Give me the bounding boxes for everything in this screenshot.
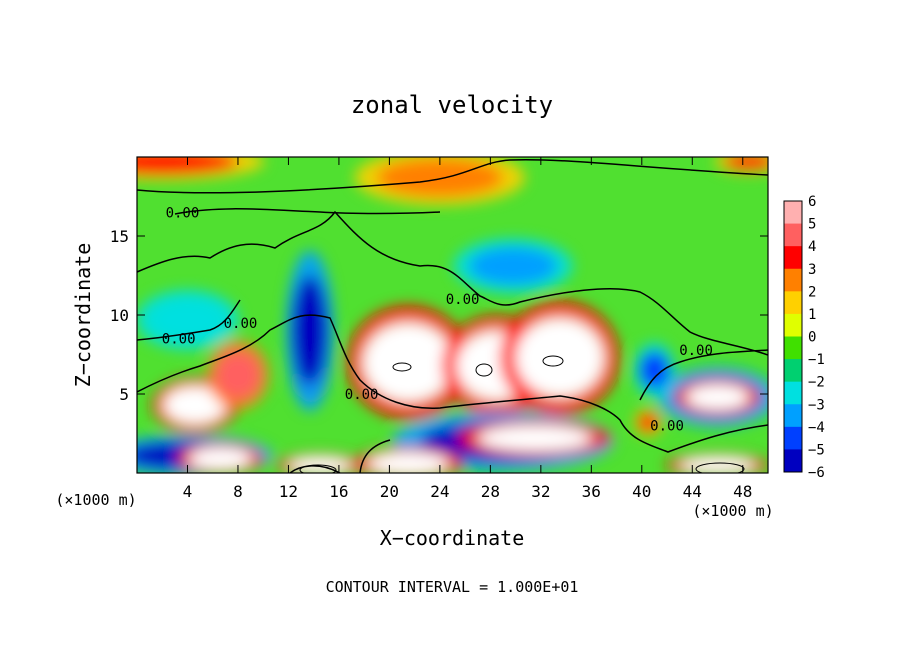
zero-contour — [359, 439, 391, 473]
y-axis-ticks: 5 10 15 — [110, 227, 768, 404]
colorbar-label: 0 — [808, 330, 816, 346]
colorbar-label: −6 — [808, 465, 825, 481]
colorbar-frame — [783, 200, 803, 473]
colorbar-label: 6 — [808, 194, 816, 210]
x-tick-label: 8 — [233, 482, 243, 501]
feature-core — [477, 425, 592, 451]
colorbar-label: −3 — [808, 397, 825, 413]
x-axis-label: X−coordinate — [380, 526, 525, 550]
feature-core — [188, 447, 252, 470]
contour-label: 0.00 — [679, 343, 713, 359]
colorbar-swatch — [784, 201, 802, 225]
x-tick-label: 44 — [683, 482, 702, 501]
colorbar-swatch — [784, 291, 802, 315]
x-unit-left: (×1000 m) — [55, 491, 136, 509]
feature-core — [679, 457, 756, 473]
y-tick-label: 15 — [110, 227, 129, 246]
max-contours — [299, 355, 745, 473]
x-tick-label: 4 — [183, 482, 193, 501]
colorbar-label: −4 — [808, 420, 825, 436]
contour-label: 0.00 — [224, 316, 258, 332]
colorbar-label: 3 — [808, 262, 816, 278]
x-axis-ticks: 4 8 12 16 20 24 28 32 36 40 44 48 — [183, 157, 752, 501]
colorbar-swatch — [784, 268, 802, 292]
zero-contour — [137, 314, 768, 453]
x-tick-label: 48 — [733, 482, 752, 501]
max-contour — [299, 464, 337, 473]
colorbar-label: 2 — [808, 284, 816, 300]
plot-area: 0.00 0.00 0.00 0.00 0.00 0.00 0.00 — [137, 157, 768, 473]
colorbar-swatch — [784, 246, 802, 270]
colorbar-swatch — [784, 223, 802, 247]
feature-core — [137, 157, 238, 175]
x-tick-label: 12 — [279, 482, 298, 501]
zero-contour — [137, 210, 768, 356]
feature-core — [468, 247, 558, 285]
zero-contours — [137, 159, 768, 473]
y-axis-label: Z−coordinate — [71, 243, 95, 388]
x-tick-label: 20 — [380, 482, 399, 501]
zero-contour — [289, 465, 341, 473]
contour-label: 0.00 — [345, 387, 379, 403]
colorbar-swatch — [784, 404, 802, 428]
feature-core — [685, 384, 750, 410]
colorbar-label: 5 — [808, 217, 816, 233]
contour-label: 0.00 — [650, 419, 684, 435]
max-contour — [542, 355, 564, 367]
zero-contour — [174, 208, 441, 215]
x-tick-label: 16 — [329, 482, 348, 501]
colorbar-swatch — [784, 381, 802, 405]
zero-contour — [639, 349, 768, 401]
feature-core — [292, 275, 328, 387]
colorbar: 6 5 4 3 2 1 0 −1 −2 −3 −4 −5 −6 — [783, 194, 825, 481]
colorbar-swatch — [784, 426, 802, 450]
contour-label: 0.00 — [166, 205, 200, 221]
colorbar-label: −5 — [808, 442, 825, 458]
colorbar-label: 4 — [808, 239, 816, 255]
feature-core — [163, 386, 227, 425]
contour-interval-note: CONTOUR INTERVAL = 1.000E+01 — [326, 578, 579, 596]
colorbar-swatch — [784, 359, 802, 383]
contour-labels: 0.00 0.00 0.00 0.00 0.00 0.00 0.00 — [162, 205, 713, 434]
colorbar-label: −2 — [808, 375, 825, 391]
contour-label: 0.00 — [446, 292, 480, 308]
feature-core — [215, 351, 261, 399]
feature-core — [639, 351, 670, 390]
x-tick-label: 24 — [430, 482, 449, 501]
colorbar-swatch — [784, 313, 802, 337]
feature-core — [362, 322, 454, 402]
y-tick-label: 10 — [110, 306, 129, 325]
max-contour — [695, 462, 745, 473]
max-contour — [475, 363, 493, 377]
x-tick-label: 40 — [632, 482, 651, 501]
colorbar-label: −1 — [808, 352, 825, 368]
max-contour — [392, 362, 412, 372]
zero-contour — [137, 159, 768, 194]
colorbar-label: 1 — [808, 307, 816, 323]
x-unit-right: (×1000 m) — [692, 502, 773, 520]
velocity-features — [137, 157, 768, 473]
zero-contour — [137, 299, 241, 341]
chart-title: zonal velocity — [351, 91, 553, 119]
x-tick-label: 28 — [481, 482, 500, 501]
feature-core — [367, 452, 449, 473]
feature-core — [723, 157, 768, 170]
feature-core — [638, 412, 659, 432]
colorbar-swatch — [784, 449, 802, 473]
y-tick-label: 5 — [119, 385, 129, 404]
x-tick-label: 32 — [531, 482, 550, 501]
colorbar-swatch — [784, 336, 802, 360]
contour-label: 0.00 — [162, 332, 196, 348]
feature-core — [376, 158, 503, 197]
x-tick-label: 36 — [582, 482, 601, 501]
